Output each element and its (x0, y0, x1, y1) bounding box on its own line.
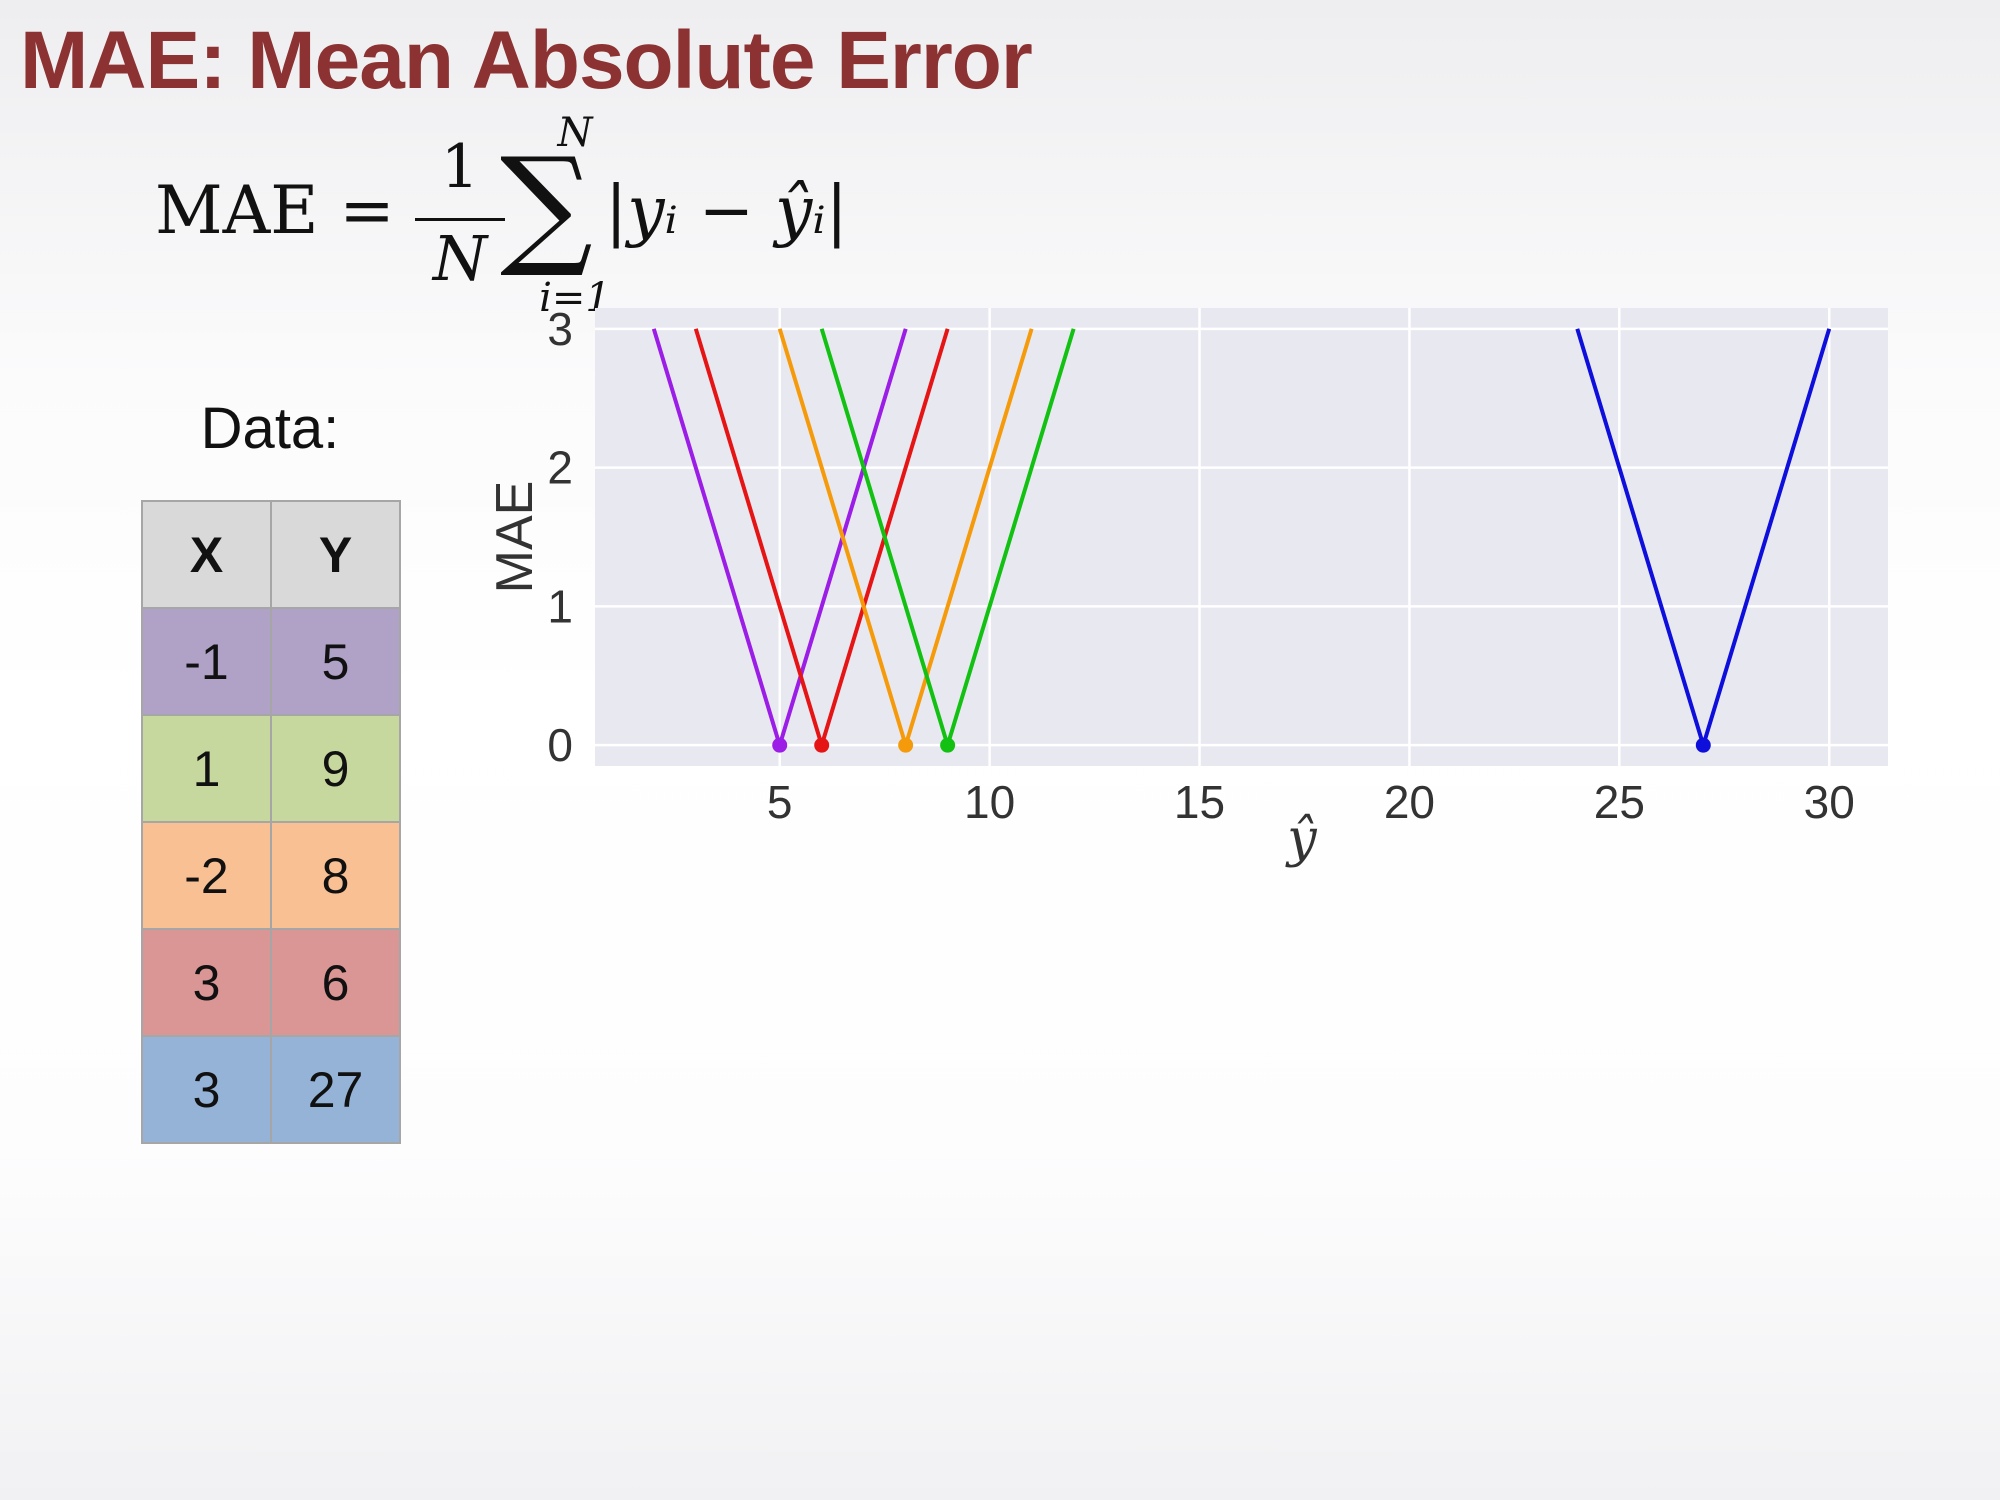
formula-sum-symbol: ∑ (500, 129, 593, 281)
formula-absolute-error-term: |yᵢ − ŷᵢ| (605, 172, 848, 249)
cell-x: 3 (141, 1035, 272, 1144)
slide-title: MAE: Mean Absolute Error (20, 15, 1033, 106)
mae-chart: 5 10 15 20 25 30 0 1 2 3 ŷ MAE (486, 303, 1888, 869)
y-tick-label: 3 (547, 303, 573, 355)
y-tick-label: 0 (547, 719, 573, 771)
minimum-point (814, 737, 830, 753)
cell-y: 27 (270, 1035, 401, 1144)
y-tick-label: 2 (547, 442, 573, 494)
plot-area (595, 308, 1888, 766)
mae-formula: MAE = 1 N N ∑ i=1 |yᵢ − ŷᵢ| (155, 110, 855, 321)
cell-x: -2 (141, 821, 272, 930)
formula-denominator: N (432, 222, 488, 295)
x-tick-label: 25 (1594, 776, 1645, 828)
cell-x: 1 (141, 714, 272, 823)
formula-numerator: 1 (440, 132, 480, 202)
x-axis-label: ŷ (1285, 809, 1317, 869)
formula-lhs: MAE = (155, 172, 395, 249)
table-row: 3 27 (141, 1035, 401, 1144)
cell-x: 3 (141, 928, 272, 1037)
data-table: X Y -1 5 1 9 -2 8 3 6 3 27 (141, 500, 401, 1144)
cell-y: 9 (270, 714, 401, 823)
cell-y: 5 (270, 607, 401, 716)
x-tick-label: 5 (767, 776, 793, 828)
formula-sum-upper-limit: N (557, 110, 593, 156)
y-axis-label: MAE (486, 481, 544, 594)
table-row: -1 5 (141, 607, 401, 716)
x-tick-label: 15 (1174, 776, 1225, 828)
table-header-row: X Y (141, 500, 401, 609)
table-row: 1 9 (141, 714, 401, 823)
cell-x: -1 (141, 607, 272, 716)
formula-fraction-bar (415, 218, 505, 221)
x-tick-label: 10 (964, 776, 1015, 828)
x-tick-label: 30 (1804, 776, 1855, 828)
column-header-x: X (141, 500, 272, 609)
table-row: -2 8 (141, 821, 401, 930)
minimum-point (940, 737, 956, 753)
data-heading: Data: (200, 396, 340, 461)
cell-y: 6 (270, 928, 401, 1037)
table-row: 3 6 (141, 928, 401, 1037)
cell-y: 8 (270, 821, 401, 930)
column-header-y: Y (270, 500, 401, 609)
x-tick-label: 20 (1384, 776, 1435, 828)
minimum-point (772, 737, 788, 753)
y-tick-label: 1 (547, 580, 573, 632)
minimum-point (898, 737, 914, 753)
minimum-point (1695, 737, 1711, 753)
